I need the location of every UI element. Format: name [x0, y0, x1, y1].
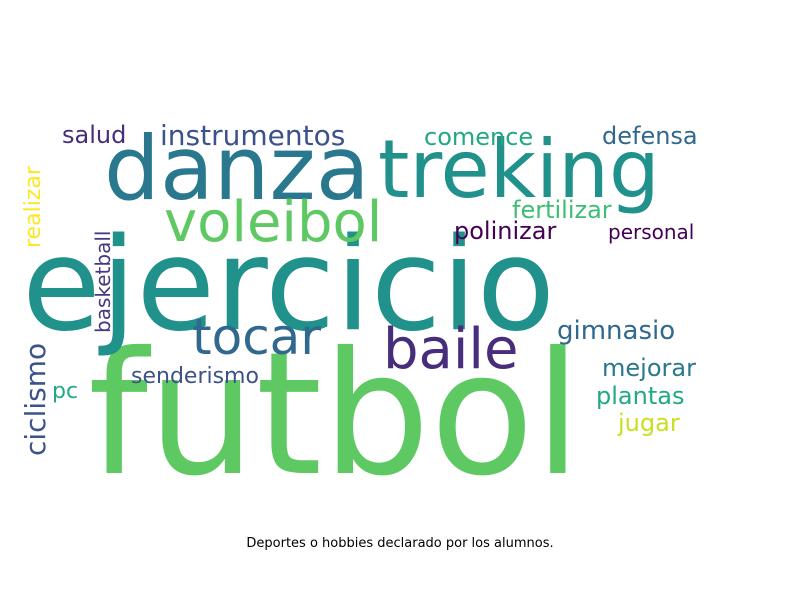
- cloud-word-personal: personal: [608, 220, 695, 244]
- cloud-word-comence: comence: [424, 123, 534, 151]
- cloud-word-senderismo: senderismo: [131, 364, 259, 389]
- cloud-word-plantas: plantas: [596, 382, 685, 410]
- figure-caption: Deportes o hobbies declarado por los alu…: [246, 536, 554, 551]
- cloud-word-baile: baile: [383, 317, 519, 382]
- cloud-word-futbol: futbol: [88, 316, 582, 514]
- cloud-word-pc: pc: [52, 379, 79, 404]
- cloud-word-fertilizar: fertilizar: [512, 196, 612, 224]
- cloud-word-ciclismo: ciclismo: [19, 342, 52, 456]
- cloud-word-realizar: realizar: [21, 166, 46, 248]
- cloud-word-ejercicio: ejercicio: [22, 211, 556, 360]
- cloud-word-danza: danza: [104, 117, 370, 220]
- cloud-word-jugar: jugar: [618, 409, 680, 437]
- cloud-word-mejorar: mejorar: [602, 354, 696, 382]
- cloud-word-defensa: defensa: [602, 122, 698, 150]
- cloud-word-treking: treking: [378, 123, 660, 216]
- cloud-word-polinizar: polinizar: [454, 217, 557, 245]
- cloud-word-instrumentos: instrumentos: [160, 119, 346, 152]
- cloud-word-salud: salud: [62, 121, 127, 149]
- cloud-word-tocar: tocar: [192, 308, 321, 366]
- cloud-word-voleibol: voleibol: [164, 190, 383, 255]
- cloud-word-basketball: basketball: [91, 230, 115, 333]
- cloud-word-gimnasio: gimnasio: [557, 316, 676, 346]
